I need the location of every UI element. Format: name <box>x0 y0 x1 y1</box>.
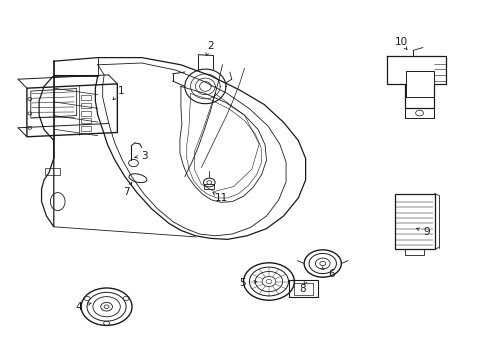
Text: 9: 9 <box>422 227 429 237</box>
Bar <box>405 71 433 97</box>
Text: 8: 8 <box>298 284 305 294</box>
Bar <box>404 248 424 255</box>
Bar <box>81 111 91 116</box>
Bar <box>204 184 214 189</box>
Bar <box>45 168 60 175</box>
Bar <box>294 283 312 295</box>
Text: 6: 6 <box>327 269 334 279</box>
Text: 10: 10 <box>394 37 407 48</box>
Bar <box>81 126 91 131</box>
Bar <box>81 95 91 100</box>
Bar <box>289 280 317 297</box>
Bar <box>404 108 433 118</box>
Bar <box>81 103 91 108</box>
Text: 11: 11 <box>214 193 227 203</box>
Text: 2: 2 <box>206 41 213 51</box>
Text: 5: 5 <box>239 278 245 288</box>
Text: 7: 7 <box>122 186 129 197</box>
Text: 4: 4 <box>76 302 82 312</box>
Text: 1: 1 <box>118 86 124 96</box>
Bar <box>81 118 91 123</box>
Text: 3: 3 <box>141 150 147 161</box>
Bar <box>394 194 434 249</box>
